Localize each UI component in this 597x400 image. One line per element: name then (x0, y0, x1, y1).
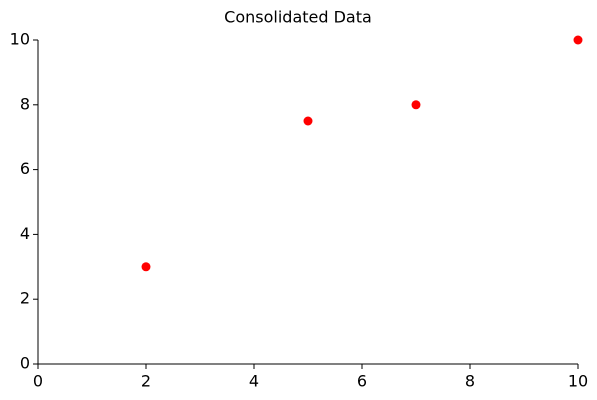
x-tick-label: 6 (357, 372, 367, 391)
point (141, 262, 151, 272)
y-tick-label: 6 (20, 159, 30, 178)
point (573, 35, 583, 45)
y-tick-label: 2 (20, 289, 30, 308)
y-tick-label: 4 (20, 224, 30, 243)
x-tick-label: 2 (141, 372, 151, 391)
y-tick-label: 0 (20, 354, 30, 373)
chart-title: Consolidated Data (224, 8, 372, 27)
point (411, 100, 421, 110)
x-tick-label: 4 (249, 372, 259, 391)
point (303, 116, 313, 126)
y-tick-label: 10 (10, 30, 30, 49)
x-tick-label: 0 (33, 372, 43, 391)
x-tick-label: 8 (465, 372, 475, 391)
y-tick-label: 8 (20, 94, 30, 113)
x-tick-label: 10 (568, 372, 588, 391)
